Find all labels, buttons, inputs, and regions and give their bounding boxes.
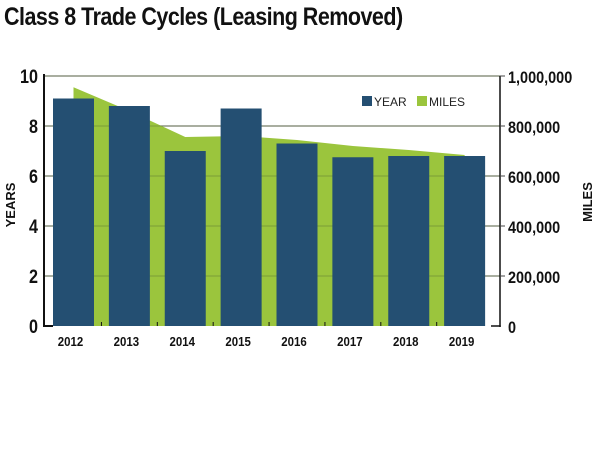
bar-2016 xyxy=(276,143,318,326)
x-tick-label: 2014 xyxy=(170,334,196,349)
y2-axis-title: MILES xyxy=(580,182,595,222)
y-tick-label: 2 xyxy=(29,266,38,288)
y2-tick-label: 800,000 xyxy=(508,119,560,137)
y2-tick-label: 400,000 xyxy=(508,219,560,237)
y2-tick-label: 0 xyxy=(508,319,516,337)
year-bar-series xyxy=(53,98,486,326)
y-axis-title: YEARS xyxy=(3,182,18,227)
x-tick-label: 2017 xyxy=(337,334,363,349)
legend-label-miles: MILES xyxy=(429,95,465,109)
x-tick-label: 2018 xyxy=(393,334,419,349)
legend-swatch-miles xyxy=(417,96,427,106)
bar-2015 xyxy=(220,108,262,326)
x-tick-label: 2016 xyxy=(281,334,307,349)
axes xyxy=(43,74,505,327)
y2-tick-label: 200,000 xyxy=(508,269,560,287)
chart-title: Class 8 Trade Cycles (Leasing Removed) xyxy=(4,3,403,31)
y2-tick-label: 1,000,000 xyxy=(508,69,572,87)
left-axis-ticks: 0 2 4 6 8 10 xyxy=(20,66,38,338)
bar-2013 xyxy=(108,106,150,326)
legend: YEAR MILES xyxy=(362,95,465,109)
y-tick-label: 6 xyxy=(29,166,38,188)
legend-label-year: YEAR xyxy=(374,95,407,109)
right-axis-ticks: 0 200,000 400,000 600,000 800,000 1,000,000 xyxy=(508,69,572,337)
bar-2014 xyxy=(164,151,206,326)
x-tick-label: 2012 xyxy=(58,334,84,349)
x-tick-label: 2015 xyxy=(225,334,251,349)
bar-2017 xyxy=(332,157,374,326)
y-tick-label: 4 xyxy=(29,216,38,238)
bar-2019 xyxy=(444,156,486,326)
y2-tick-label: 600,000 xyxy=(508,169,560,187)
bar-2012 xyxy=(53,98,94,326)
x-axis-ticks: 2012 2013 2014 2015 2016 2017 2018 2019 xyxy=(58,334,475,349)
x-tick-label: 2019 xyxy=(449,334,475,349)
bar-2018 xyxy=(388,156,430,326)
y-tick-label: 10 xyxy=(20,66,38,88)
legend-swatch-year xyxy=(362,96,372,106)
y-tick-label: 8 xyxy=(29,116,38,138)
x-tick-label: 2013 xyxy=(114,334,140,349)
y-tick-label: 0 xyxy=(29,316,38,338)
